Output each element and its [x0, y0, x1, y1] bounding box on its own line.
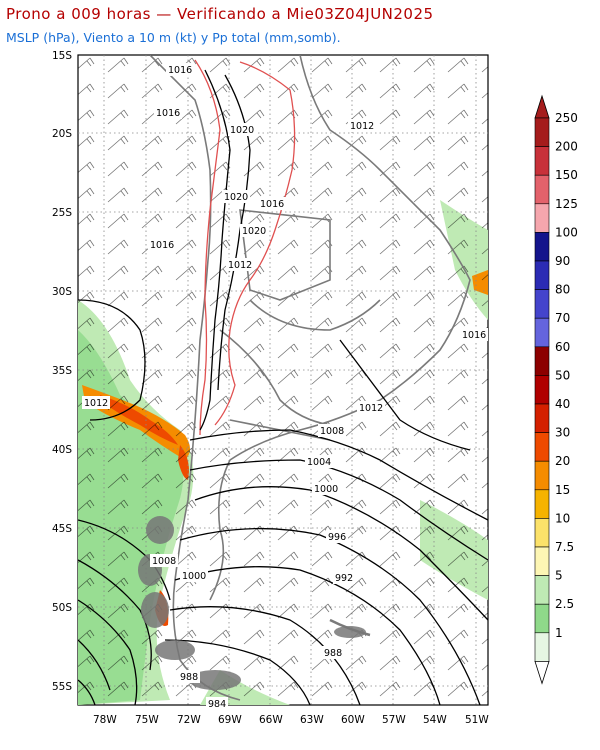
legend-swatch [534, 289, 550, 319]
legend-tick-label: 60 [555, 340, 570, 354]
legend-tick-label: 150 [555, 168, 578, 182]
legend-swatch [534, 174, 550, 205]
lon-label: 63W [300, 714, 324, 726]
isobar-label: 1016 [150, 240, 174, 251]
isobar-label: 1016 [168, 65, 192, 76]
legend-swatch [534, 403, 550, 433]
legend-swatch [534, 203, 550, 233]
legend-tick-label: 200 [555, 140, 578, 154]
lon-label: 66W [259, 714, 283, 726]
legend-swatch [534, 518, 550, 548]
precipitation-legend: 250 200 150 125 100 90 80 70 60 50 40 30 20 15 10 7.5 5 2… [534, 94, 578, 685]
legend-swatch [534, 460, 550, 491]
legend-swatch [534, 232, 550, 262]
isobar-label: 988 [324, 648, 342, 659]
isobar-label: 1012 [359, 403, 383, 414]
lon-label: 60W [341, 714, 365, 726]
lon-label: 57W [382, 714, 406, 726]
isobars [78, 69, 488, 705]
legend-swatch [534, 117, 550, 147]
longitude-labels: 78W 75W 72W 69W 66W 63W 60W 57W 54W 51W [93, 714, 489, 726]
lon-label: 51W [465, 714, 489, 726]
isobar-label: 1016 [260, 199, 284, 210]
legend-tick-label: 90 [555, 254, 570, 268]
legend-swatch [534, 546, 550, 576]
map-title: Prono a 009 horas — Verificando a Mie03Z… [6, 5, 434, 23]
lat-label: 30S [52, 286, 72, 298]
legend-tick-label: 2.5 [555, 597, 574, 611]
legend-swatch [534, 317, 550, 348]
legend-swatch [534, 432, 550, 462]
coastlines-borders [149, 55, 471, 701]
isobar-label: 996 [328, 532, 346, 543]
isobar-label: 1004 [307, 457, 331, 468]
legend-tick-label: 80 [555, 283, 570, 297]
legend-tick-label: 125 [555, 197, 578, 211]
legend-tick-label: 50 [555, 368, 570, 382]
legend-tick-label: 10 [555, 511, 570, 525]
legend-tick-label: 100 [555, 225, 578, 239]
isobar-label: 988 [180, 672, 198, 683]
isobar-label: 1016 [156, 108, 180, 119]
legend-tick-label: 30 [555, 426, 570, 440]
legend-swatch [534, 346, 550, 376]
legend-tick-label: 250 [555, 111, 578, 125]
lat-label: 20S [52, 128, 72, 140]
isobar-label: 1012 [84, 398, 108, 409]
isobar-label: 1012 [350, 121, 374, 132]
legend-swatch [534, 146, 550, 176]
isobar-label: 1000 [314, 484, 338, 495]
legend-swatch [534, 632, 550, 662]
isobar-label: 1016 [462, 330, 486, 341]
legend-tick-label: 70 [555, 311, 570, 325]
terrain-contours [194, 59, 296, 436]
isobar-label: 1008 [152, 556, 176, 567]
lat-label: 40S [52, 444, 72, 456]
legend-tick-label: 5 [555, 569, 563, 583]
map-subtitle: MSLP (hPa), Viento a 10 m (kt) y Pp tota… [6, 30, 341, 45]
isobar-labels: 1016 1016 1020 1012 1020 1016 1020 1016 … [82, 63, 488, 710]
lon-label: 72W [177, 714, 201, 726]
legend-tick-label: 1 [555, 626, 563, 640]
latitude-labels: 15S 20S 25S 30S 35S 40S 45S 50S 55S [52, 50, 72, 693]
lon-label: 75W [135, 714, 159, 726]
legend-arrow-top [534, 94, 550, 119]
isobar-label: 1012 [228, 260, 252, 271]
lat-label: 15S [52, 50, 72, 62]
lat-label: 50S [52, 602, 72, 614]
isobar-label: 984 [208, 699, 226, 710]
legend-swatch [534, 260, 550, 290]
lat-label: 55S [52, 681, 72, 693]
legend-swatch [534, 489, 550, 519]
lon-label: 69W [218, 714, 242, 726]
legend-swatch [534, 575, 550, 605]
isobar-label: 1008 [320, 426, 344, 437]
legend-tick-label: 7.5 [555, 540, 574, 554]
lat-label: 35S [52, 365, 72, 377]
lon-label: 78W [93, 714, 117, 726]
isobar-label: 1000 [182, 571, 206, 582]
lon-label: 54W [423, 714, 447, 726]
legend-tick-label: 40 [555, 397, 570, 411]
legend-swatch [534, 603, 550, 634]
isobar-label: 1020 [224, 192, 248, 203]
isobar-label: 1020 [242, 226, 266, 237]
legend-swatch [534, 375, 550, 405]
isobar-label: 1020 [230, 125, 254, 136]
legend-tick-label: 15 [555, 483, 570, 497]
lat-label: 45S [52, 523, 72, 535]
legend-arrow-bottom [534, 661, 550, 685]
legend-tick-label: 20 [555, 454, 570, 468]
isobar-label: 992 [335, 573, 353, 584]
lat-label: 25S [52, 207, 72, 219]
